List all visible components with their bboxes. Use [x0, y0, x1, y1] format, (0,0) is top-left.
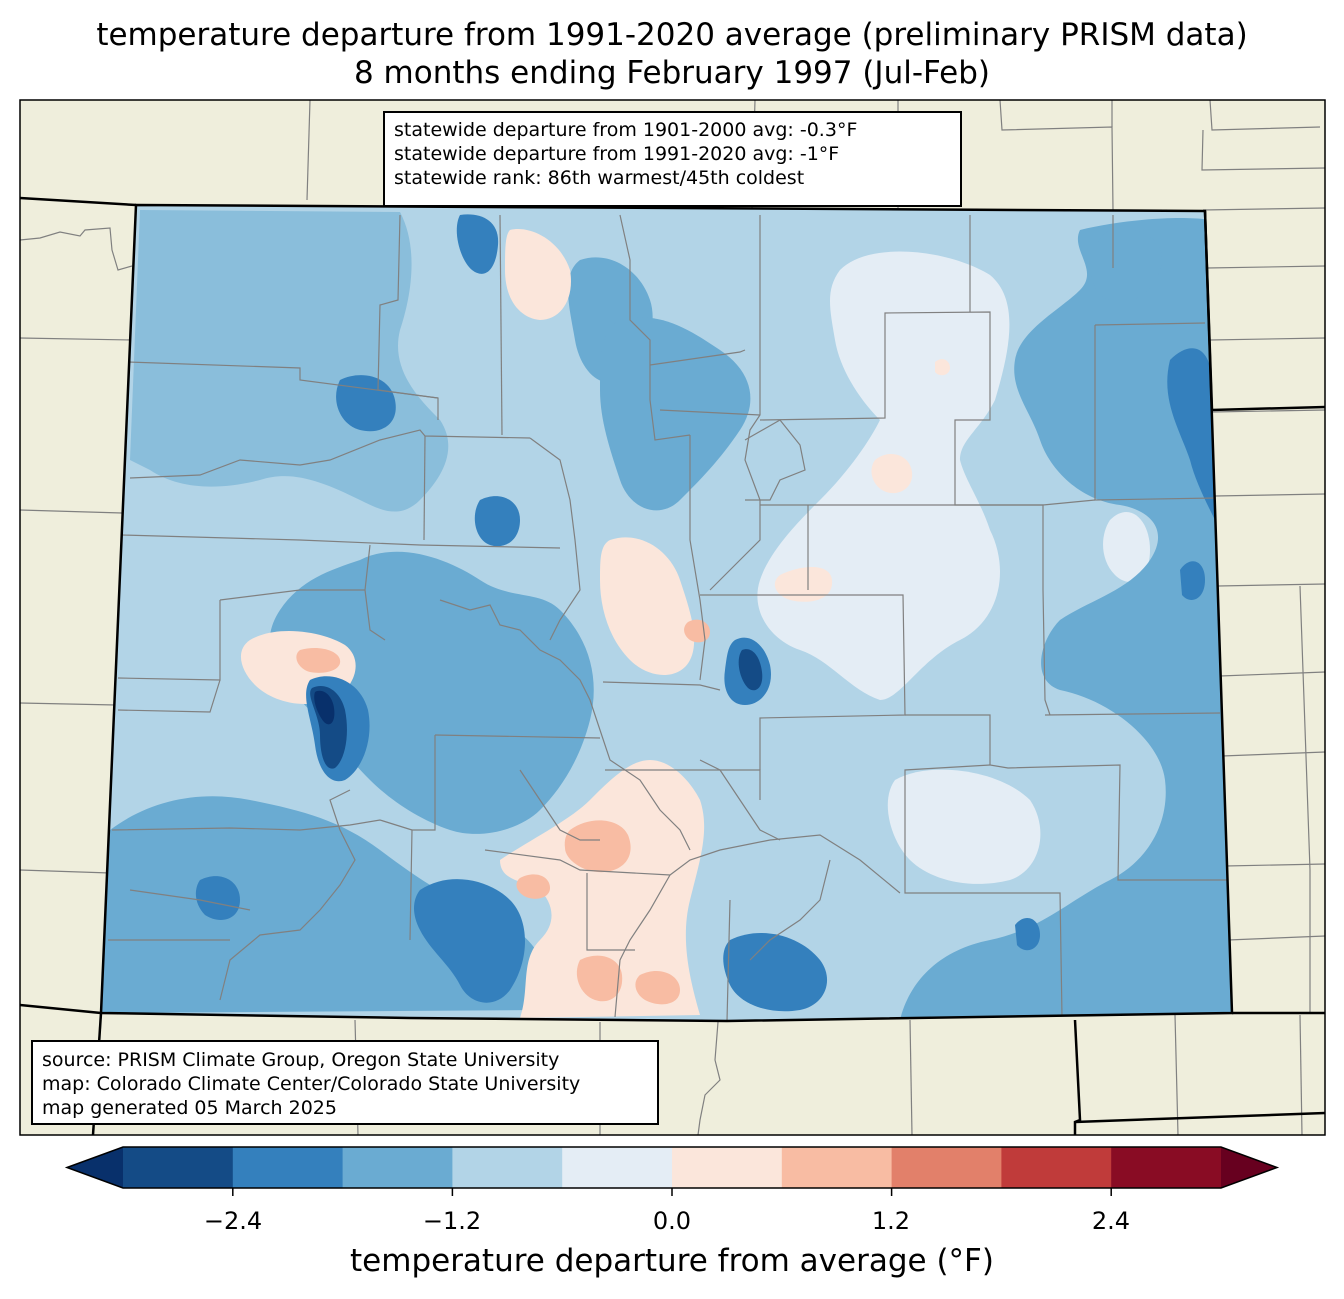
colorbar-segment	[562, 1147, 673, 1188]
contour-front-range	[600, 317, 751, 511]
map-title-line-1: temperature departure from 1991-2020 ave…	[96, 17, 1248, 53]
contour-ne-band	[1091, 229, 1162, 302]
departure-contours	[101, 210, 1232, 1021]
contour-eastern-border-dark	[1167, 348, 1215, 520]
statewide-stats-box: statewide departure from 1901-2000 avg: …	[383, 111, 962, 207]
contour-plains-warm-3	[935, 359, 950, 376]
colorbar-extend-min	[67, 1147, 123, 1188]
contour-san-luis-warmer	[564, 820, 631, 873]
colorbar-extend-max	[1221, 1147, 1277, 1188]
contour-san-luis-warm	[500, 760, 705, 1018]
contour-sangre-darker	[738, 649, 763, 691]
colorbar-segment	[891, 1147, 1002, 1188]
contour-plains-near-normal-3	[1103, 511, 1150, 582]
contour-eastern-border	[900, 218, 1232, 1021]
colorbar-segment	[123, 1147, 234, 1188]
contour-plains-warm-1	[871, 453, 913, 494]
colorbar-segment	[452, 1147, 563, 1188]
contour-plains-near-normal-2	[887, 769, 1041, 884]
contour-plains-warm-2	[774, 566, 833, 602]
colorbar-segment	[672, 1147, 783, 1188]
colorbar-segment	[781, 1147, 893, 1188]
colorbar	[64, 1146, 1280, 1196]
colorbar-tick-label: −2.4	[203, 1207, 263, 1235]
contour-east-dark-spot	[1180, 561, 1205, 600]
colorbar-segment	[1001, 1147, 1112, 1188]
contour-gunnison-warmer	[296, 648, 341, 673]
source-box: source: PRISM Climate Group, Oregon Stat…	[31, 1040, 659, 1125]
contour-san-luis-warmer-4	[516, 874, 550, 899]
colorbar-segment	[342, 1147, 453, 1188]
contour-nw-dark	[336, 375, 396, 432]
contour-west-elk-darkest	[314, 690, 335, 725]
source-line-2: map: Colorado Climate Center/Colorado St…	[42, 1073, 581, 1095]
colorbar-tick-label: 2.4	[1091, 1207, 1131, 1235]
contour-sw-dark	[195, 876, 240, 920]
contour-spanish-peaks-dark	[723, 932, 828, 1012]
contour-north-park-warm	[505, 229, 571, 320]
colorbar-tick-label: 1.2	[871, 1207, 911, 1235]
contour-san-juans-dark	[414, 879, 525, 1003]
source-line-1: source: PRISM Climate Group, Oregon Stat…	[42, 1049, 560, 1071]
contour-san-luis-warmer-3	[635, 970, 680, 1005]
contour-central-mountains	[269, 551, 594, 834]
colorado-county-lines	[108, 214, 1228, 1021]
contour-san-luis-warmer-2	[576, 955, 623, 1002]
stats-rank: statewide rank: 86th warmest/45th coldes…	[394, 167, 805, 189]
contour-south-park-warm	[600, 537, 695, 675]
colorbar-tick-label: −1.2	[422, 1207, 482, 1235]
colorbar-title: temperature departure from average (°F)	[350, 1243, 994, 1279]
colorbar-segment	[1111, 1147, 1222, 1188]
map-frame	[19, 99, 1326, 1136]
contour-se-dark-spot	[1015, 917, 1040, 951]
stats-departure-1901-2000: statewide departure from 1901-2000 avg: …	[394, 119, 858, 141]
contour-mountains-west	[130, 210, 449, 512]
colorbar-tick-label: 0.0	[652, 1207, 692, 1235]
contour-central-dark	[474, 496, 520, 547]
colorbar-outline	[64, 1146, 1280, 1189]
map-title-line-2: 8 months ending February 1997 (Jul-Feb)	[353, 55, 990, 91]
contour-ne-mountains-dark	[456, 214, 499, 274]
source-line-3: map generated 05 March 2025	[42, 1097, 337, 1119]
stats-departure-1991-2020: statewide departure from 1991-2020 avg: …	[394, 143, 840, 165]
colorbar-segment	[232, 1147, 344, 1188]
